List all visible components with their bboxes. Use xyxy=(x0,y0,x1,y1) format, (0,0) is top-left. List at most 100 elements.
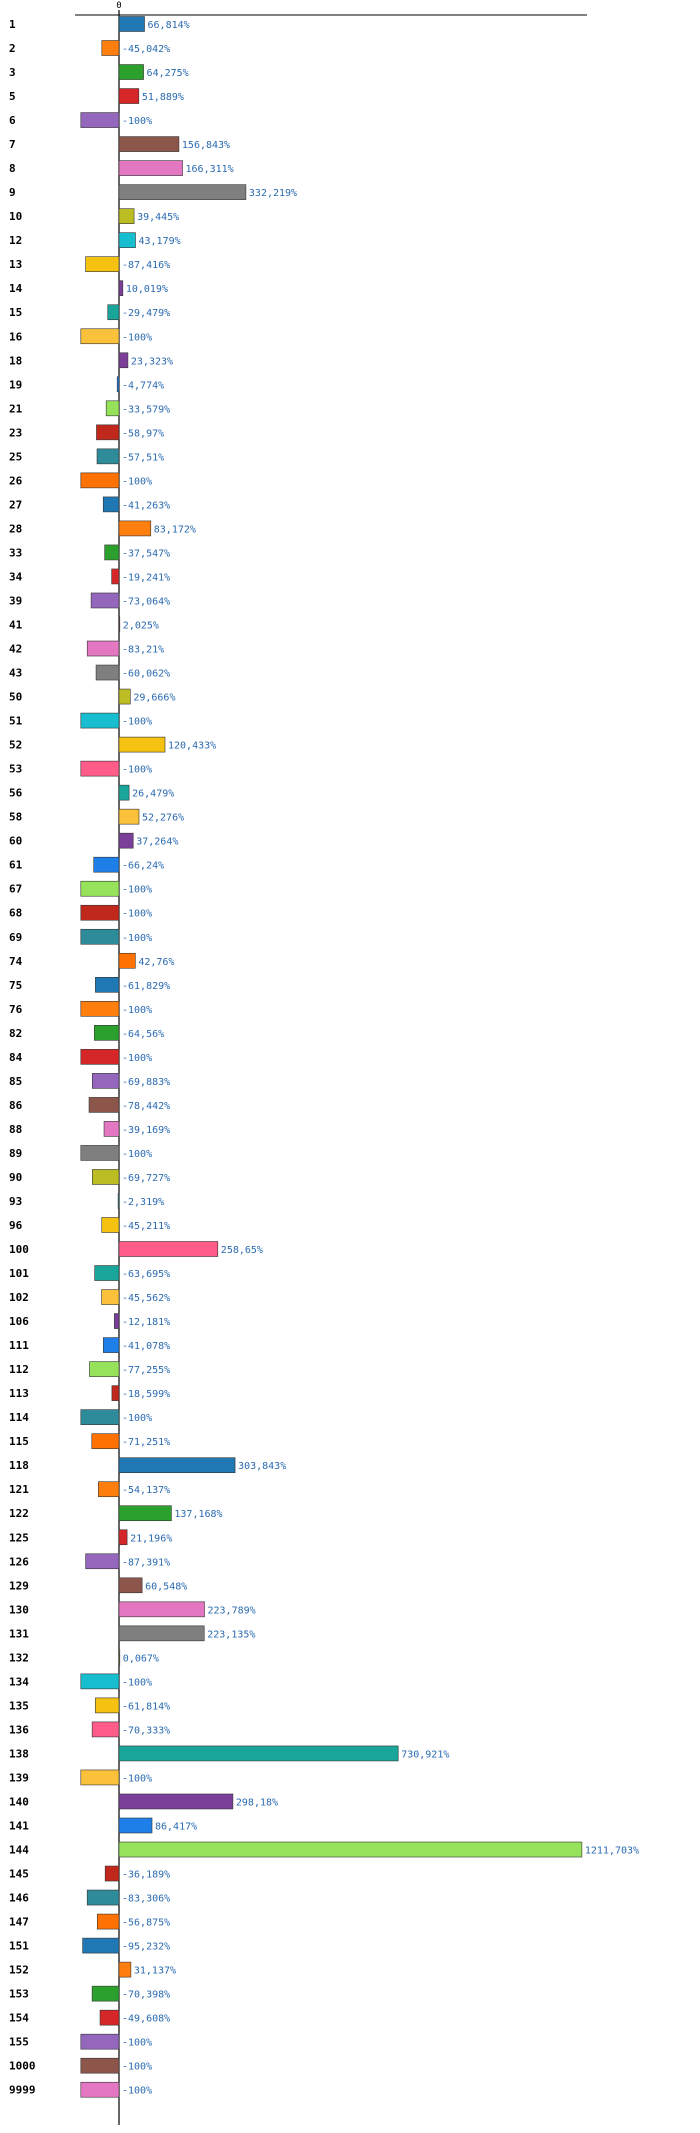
category-label: 131 xyxy=(9,1627,29,1640)
category-label: 12 xyxy=(9,234,22,247)
bar xyxy=(118,1457,236,1473)
value-label: -100% xyxy=(122,2062,152,2073)
value-label: -63,695% xyxy=(122,1269,170,1280)
bar xyxy=(80,1769,120,1786)
bar xyxy=(103,1337,120,1353)
bar xyxy=(101,1289,120,1305)
category-label: 85 xyxy=(9,1075,22,1088)
category-label: 113 xyxy=(9,1387,29,1400)
x-tick-label-zero: 0 xyxy=(116,1,121,11)
bar xyxy=(80,1001,120,1017)
category-label: 89 xyxy=(9,1147,22,1160)
value-label: 166,311% xyxy=(186,164,234,175)
value-label: -18,599% xyxy=(122,1389,170,1400)
bar xyxy=(118,88,140,104)
bar xyxy=(104,544,120,561)
bar xyxy=(118,1793,234,1810)
bar xyxy=(118,352,129,369)
category-label: 147 xyxy=(9,1916,29,1929)
value-label: 2,025% xyxy=(123,621,159,632)
category-label: 144 xyxy=(9,1844,29,1857)
value-label: 83,172% xyxy=(154,524,196,535)
bar xyxy=(80,760,120,777)
bar xyxy=(85,1553,120,1570)
value-label: -61,814% xyxy=(122,1701,170,1712)
bar xyxy=(80,880,120,897)
bar xyxy=(98,1481,120,1498)
category-label: 84 xyxy=(9,1051,23,1064)
bar xyxy=(80,112,120,128)
value-label: -100% xyxy=(122,1413,152,1424)
category-label: 125 xyxy=(9,1531,29,1544)
value-label: -100% xyxy=(122,717,152,728)
bar xyxy=(118,184,247,200)
value-label: 21,196% xyxy=(130,1533,172,1544)
bar xyxy=(80,712,120,729)
bar xyxy=(101,1217,120,1233)
value-label: 223,789% xyxy=(207,1605,255,1616)
category-label: 126 xyxy=(9,1555,29,1568)
bar xyxy=(93,856,120,873)
category-label: 25 xyxy=(9,450,22,463)
category-label: 122 xyxy=(9,1507,29,1520)
value-label: -54,137% xyxy=(122,1485,170,1496)
category-label: 139 xyxy=(9,1771,29,1784)
value-label: -78,442% xyxy=(122,1101,170,1112)
bar xyxy=(102,496,120,513)
category-label: 93 xyxy=(9,1195,22,1208)
value-label: 332,219% xyxy=(249,188,297,199)
category-label: 96 xyxy=(9,1219,23,1232)
category-label: 121 xyxy=(9,1483,29,1496)
category-label: 21 xyxy=(9,402,23,415)
bar xyxy=(85,256,120,273)
category-label: 19 xyxy=(9,378,22,391)
value-label: -83,21% xyxy=(122,645,164,656)
bar xyxy=(118,16,145,32)
bar xyxy=(104,1865,120,1882)
category-label: 100 xyxy=(9,1243,29,1256)
category-label: 61 xyxy=(9,859,23,872)
bar xyxy=(118,1625,205,1642)
bar xyxy=(118,952,136,969)
category-label: 10 xyxy=(9,210,22,223)
bar xyxy=(80,1145,120,1161)
category-label: 52 xyxy=(9,739,22,752)
category-label: 154 xyxy=(9,2012,29,2025)
bar xyxy=(118,136,180,152)
value-label: -100% xyxy=(122,332,152,343)
bar xyxy=(86,640,120,657)
category-label: 106 xyxy=(9,1315,29,1328)
category-label: 134 xyxy=(9,1675,29,1688)
bar xyxy=(118,1961,132,1978)
bar xyxy=(118,1529,128,1546)
category-label: 16 xyxy=(9,330,23,343)
category-label: 39 xyxy=(9,594,22,607)
category-label: 153 xyxy=(9,1988,29,2001)
category-label: 135 xyxy=(9,1699,29,1712)
value-label: 223,135% xyxy=(207,1629,255,1640)
category-label: 26 xyxy=(9,474,23,487)
category-label: 9 xyxy=(9,186,16,199)
value-label: 64,275% xyxy=(147,68,189,79)
bar xyxy=(92,1073,120,1089)
category-label: 68 xyxy=(9,907,22,920)
value-label: -45,562% xyxy=(122,1293,170,1304)
value-label: -49,608% xyxy=(122,2014,170,2025)
bar xyxy=(80,1673,120,1690)
bar xyxy=(95,664,120,681)
value-label: -87,391% xyxy=(122,1557,170,1568)
category-label: 86 xyxy=(9,1099,23,1112)
category-label: 75 xyxy=(9,979,22,992)
bar xyxy=(80,1049,120,1065)
category-label: 101 xyxy=(9,1267,29,1280)
bars-group: 1 66,814% 2 -45,042% 3 64,275% 5 51,889% 6 -100% 7… xyxy=(9,16,639,2098)
value-label: -2,319% xyxy=(122,1197,164,1208)
value-label: -45,211% xyxy=(122,1221,170,1232)
bar xyxy=(80,472,120,489)
value-label: 43,179% xyxy=(138,236,180,247)
category-label: 152 xyxy=(9,1964,29,1977)
value-label: 86,417% xyxy=(155,1822,197,1833)
bar xyxy=(118,808,140,825)
value-label: 26,479% xyxy=(132,789,174,800)
